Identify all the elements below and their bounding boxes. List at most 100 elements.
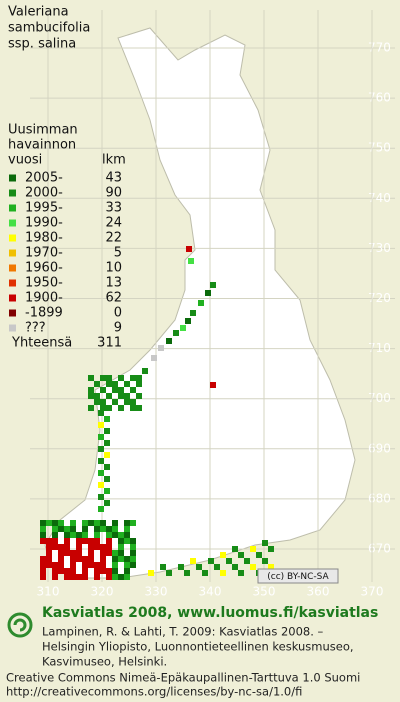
occurrence-square (98, 446, 104, 452)
occurrence-square (52, 520, 58, 526)
occurrence-square (130, 405, 136, 411)
legend-count: 90 (105, 186, 122, 201)
occurrence-square (100, 562, 106, 568)
occurrence-square (136, 405, 142, 411)
occurrence-square (112, 568, 118, 574)
occurrence-square (104, 416, 110, 422)
occurrence-square (100, 387, 106, 393)
legend-count: 5 (114, 246, 122, 261)
occurrence-square (226, 558, 232, 564)
legend-count: 22 (105, 231, 122, 246)
legend-count: 24 (105, 216, 122, 231)
occurrence-square (100, 405, 106, 411)
occurrence-square (238, 552, 244, 558)
occurrence-square (196, 564, 202, 570)
citation-line: Kasvimuseo, Helsinki. (42, 655, 167, 669)
legend-swatch (9, 174, 16, 182)
occurrence-square (70, 526, 76, 532)
occurrence-square (106, 538, 112, 544)
occurrence-square (130, 550, 136, 556)
occurrence-square (82, 526, 88, 532)
northing-label: 740 (368, 191, 391, 205)
occurrence-square (58, 568, 64, 574)
occurrence-square (94, 526, 100, 532)
occurrence-square (130, 544, 136, 550)
legend-col-year: vuosi (8, 153, 42, 168)
legend-heading: Uusimman (8, 123, 78, 138)
occurrence-square (88, 387, 94, 393)
occurrence-square (166, 338, 172, 344)
occurrence-square (76, 538, 82, 544)
occurrence-square (94, 381, 100, 387)
legend-total: 311 (97, 336, 122, 351)
occurrence-square (100, 375, 106, 381)
occurrence-square (40, 526, 46, 532)
occurrence-square (70, 568, 76, 574)
occurrence-square (100, 520, 106, 526)
occurrence-square (268, 546, 274, 552)
occurrence-square (130, 399, 136, 405)
occurrence-square (136, 393, 142, 399)
license-badge: (cc) BY-NC-SA (267, 572, 329, 582)
occurrence-square (82, 574, 88, 580)
occurrence-square (124, 381, 130, 387)
occurrence-square (104, 440, 110, 446)
occurrence-square (112, 562, 118, 568)
occurrence-square (106, 550, 112, 556)
occurrence-square (118, 375, 124, 381)
occurrence-square (238, 570, 244, 576)
occurrence-square (64, 532, 70, 538)
occurrence-square (94, 520, 100, 526)
occurrence-square (130, 387, 136, 393)
occurrence-square (52, 562, 58, 568)
occurrence-square (124, 520, 130, 526)
occurrence-square (202, 570, 208, 576)
site-title: Kasviatlas 2008, www.luomus.fi/kasviatla… (42, 605, 378, 621)
occurrence-square (188, 258, 194, 264)
legend-label: 2005- (25, 171, 63, 186)
occurrence-square (112, 520, 118, 526)
occurrence-square (104, 488, 110, 494)
occurrence-square (88, 556, 94, 562)
occurrence-square (106, 526, 112, 532)
northing-label: 700 (368, 391, 391, 405)
legend-label: 1980- (25, 231, 63, 246)
occurrence-square (94, 399, 100, 405)
license-badge-box (257, 568, 339, 584)
occurrence-square (98, 470, 104, 476)
occurrence-square (118, 544, 124, 550)
legend-swatch (9, 189, 16, 197)
northing-label: 730 (368, 241, 391, 255)
occurrence-square (76, 574, 82, 580)
easting-label: 310 (37, 585, 60, 599)
legend-label: 1995- (25, 201, 63, 216)
occurrence-square (130, 375, 136, 381)
legend-swatch (9, 264, 16, 272)
legend-label: 1900- (25, 291, 63, 306)
occurrence-square (210, 282, 216, 288)
occurrence-square (262, 540, 268, 546)
occurrence-square (88, 405, 94, 411)
occurrence-square (180, 325, 186, 331)
occurrence-square (94, 544, 100, 550)
occurrence-square (52, 574, 58, 580)
occurrence-square (232, 546, 238, 552)
occurrence-square (214, 564, 220, 570)
occurrence-square (136, 375, 142, 381)
occurrence-square (124, 393, 130, 399)
occurrence-square (82, 520, 88, 526)
occurrence-square (94, 532, 100, 538)
occurrence-square (98, 422, 104, 428)
citation-line: Helsingin Yliopisto, Luonnontieteellinen… (42, 640, 354, 654)
occurrence-square (94, 568, 100, 574)
occurrence-square (100, 556, 106, 562)
legend-count: 33 (105, 201, 122, 216)
easting-label: 340 (199, 585, 222, 599)
easting-label: 330 (145, 585, 168, 599)
occurrence-square (52, 532, 58, 538)
occurrence-square (76, 532, 82, 538)
occurrence-square (190, 558, 196, 564)
occurrence-square (58, 550, 64, 556)
occurrence-square (190, 310, 196, 316)
occurrence-square (124, 399, 130, 405)
